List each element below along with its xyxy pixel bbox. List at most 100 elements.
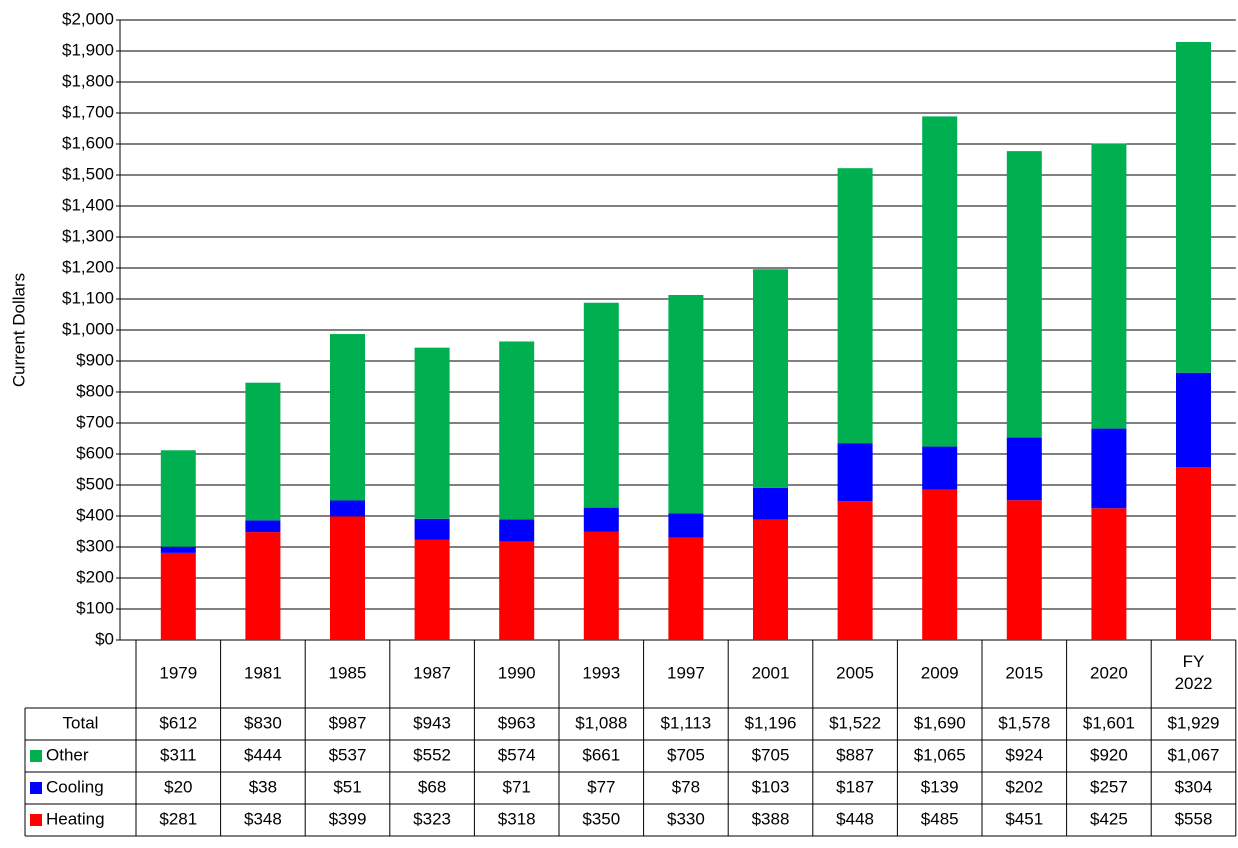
table-cell: $558 (1175, 809, 1213, 828)
y-tick-label: $1,400 (62, 195, 114, 214)
bar-segment (245, 520, 281, 533)
x-tick-label: 1990 (498, 663, 536, 682)
table-cell: $311 (160, 745, 197, 764)
table-cell: $71 (503, 777, 531, 796)
table-cell: $1,690 (914, 713, 966, 732)
x-tick-label: 2005 (836, 663, 874, 682)
x-tick-label: 1993 (582, 663, 620, 682)
table-cell: $1,065 (914, 745, 966, 764)
table-cell: $661 (582, 745, 620, 764)
bar-segment (583, 531, 619, 640)
table-cell: $318 (498, 809, 536, 828)
table-cell: $330 (667, 809, 705, 828)
table-cell: $943 (413, 713, 451, 732)
table-cell: $537 (329, 745, 367, 764)
bar-segment (499, 519, 535, 542)
legend-label: Cooling (46, 777, 104, 796)
table-cell: $451 (1005, 809, 1043, 828)
bar-segment (330, 516, 365, 640)
bar-segment (414, 518, 450, 540)
bar-segment (245, 532, 281, 640)
table-cell: $51 (333, 777, 361, 796)
x-tick-label: 2020 (1090, 663, 1128, 682)
x-tick-label: 2015 (1005, 663, 1043, 682)
bar-segment (668, 537, 704, 640)
y-tick-label: $1,000 (62, 319, 114, 338)
bar-segment (1006, 500, 1042, 640)
table-cell: $1,601 (1083, 713, 1135, 732)
y-tick-label: $1,500 (62, 164, 114, 183)
y-tick-label: $1,100 (62, 288, 114, 307)
bar-segment (330, 500, 365, 517)
table-cell: $1,196 (745, 713, 797, 732)
table-cell: $350 (582, 809, 620, 828)
bar-segment (668, 513, 704, 538)
x-tick-label: 2009 (921, 663, 959, 682)
table-cell: $103 (752, 777, 790, 796)
bar-segment (837, 168, 873, 444)
table-cell: $552 (413, 745, 451, 764)
bar-segment (1006, 437, 1042, 501)
table-cell: $77 (587, 777, 615, 796)
bar-segment (330, 334, 365, 501)
y-tick-label: $800 (76, 381, 114, 400)
table-cell: $425 (1090, 809, 1128, 828)
table-cell: $323 (413, 809, 451, 828)
table-cell: $348 (244, 809, 282, 828)
table-cell: $281 (159, 809, 197, 828)
y-tick-label: $500 (76, 474, 114, 493)
table-cell: $399 (329, 809, 367, 828)
table-cell: $139 (921, 777, 959, 796)
table-cell: $1,113 (661, 713, 712, 732)
table-cell: $1,067 (1168, 745, 1220, 764)
bar-segment (1176, 467, 1211, 640)
bar-segment (922, 489, 958, 640)
y-tick-label: $1,900 (62, 40, 114, 59)
legend-label: Other (46, 745, 89, 764)
table-cell: $257 (1090, 777, 1128, 796)
table-cell: $38 (249, 777, 277, 796)
bar-segment (160, 450, 196, 547)
bar-segment (414, 347, 450, 519)
x-tick-label: 2001 (752, 663, 790, 682)
y-tick-label: $400 (76, 505, 114, 524)
bar-segment (753, 487, 788, 520)
x-tick-label: FY 2022 (1175, 652, 1213, 693)
bar-segment (160, 546, 196, 553)
y-tick-label: $300 (76, 536, 114, 555)
bar-segment (837, 443, 873, 502)
bar-segment (160, 552, 196, 640)
bar-segment (245, 382, 281, 521)
y-axis-label: Current Dollars (9, 273, 28, 387)
bar-segment (583, 302, 619, 508)
bar-segment (1176, 42, 1211, 373)
table-cell: $1,578 (998, 713, 1050, 732)
y-tick-label: $2,000 (62, 9, 114, 28)
table-cell: $485 (921, 809, 959, 828)
y-tick-label: $100 (76, 598, 114, 617)
table-cell: $1,522 (829, 713, 881, 732)
y-tick-label: $700 (76, 412, 114, 431)
x-tick-label: 1985 (329, 663, 367, 682)
table-cell: $448 (836, 809, 874, 828)
bar-segment (414, 539, 450, 640)
bar-segment (922, 446, 958, 490)
y-tick-label: $200 (76, 567, 114, 586)
table-cell: $705 (752, 745, 790, 764)
table-cell: $187 (836, 777, 874, 796)
table-cell: $574 (498, 745, 536, 764)
y-tick-label: $900 (76, 350, 114, 369)
x-tick-label: 1997 (667, 663, 705, 682)
bar-segment (922, 116, 958, 447)
legend-swatch (30, 814, 42, 826)
bar-segment (583, 507, 619, 532)
y-tick-label: $1,800 (62, 71, 114, 90)
table-cell: $705 (667, 745, 705, 764)
bar-segment (1091, 143, 1127, 429)
bar-segment (837, 501, 873, 640)
table-cell: $1,088 (575, 713, 627, 732)
table-cell: $920 (1090, 745, 1128, 764)
bar-segment (1176, 372, 1211, 468)
table-cell: $202 (1005, 777, 1043, 796)
x-tick-label: 1987 (413, 663, 451, 682)
